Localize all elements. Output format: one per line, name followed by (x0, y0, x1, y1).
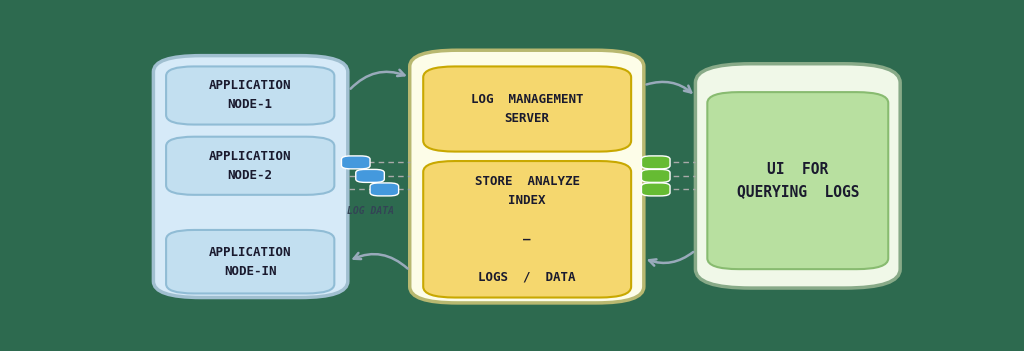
Text: STORE  ANALYZE
INDEX

—

LOGS  /  DATA: STORE ANALYZE INDEX — LOGS / DATA (475, 175, 580, 283)
Text: APPLICATION
NODE-IN: APPLICATION NODE-IN (209, 246, 292, 278)
FancyBboxPatch shape (410, 50, 644, 303)
FancyBboxPatch shape (355, 170, 384, 183)
FancyBboxPatch shape (708, 92, 888, 269)
FancyBboxPatch shape (641, 183, 670, 196)
FancyBboxPatch shape (154, 55, 348, 298)
Text: LOG  MANAGEMENT
SERVER: LOG MANAGEMENT SERVER (471, 93, 584, 125)
FancyBboxPatch shape (641, 156, 670, 169)
Text: APPLICATION
NODE-1: APPLICATION NODE-1 (209, 79, 292, 112)
Text: LOG DATA: LOG DATA (346, 206, 393, 216)
FancyBboxPatch shape (370, 183, 398, 196)
FancyBboxPatch shape (341, 156, 370, 169)
FancyBboxPatch shape (166, 66, 334, 125)
FancyBboxPatch shape (423, 161, 631, 298)
FancyBboxPatch shape (423, 66, 631, 152)
FancyBboxPatch shape (166, 230, 334, 293)
Text: UI  FOR
QUERYING  LOGS: UI FOR QUERYING LOGS (736, 162, 859, 199)
FancyBboxPatch shape (166, 137, 334, 195)
FancyBboxPatch shape (695, 64, 900, 288)
FancyBboxPatch shape (641, 170, 670, 183)
Text: APPLICATION
NODE-2: APPLICATION NODE-2 (209, 150, 292, 182)
